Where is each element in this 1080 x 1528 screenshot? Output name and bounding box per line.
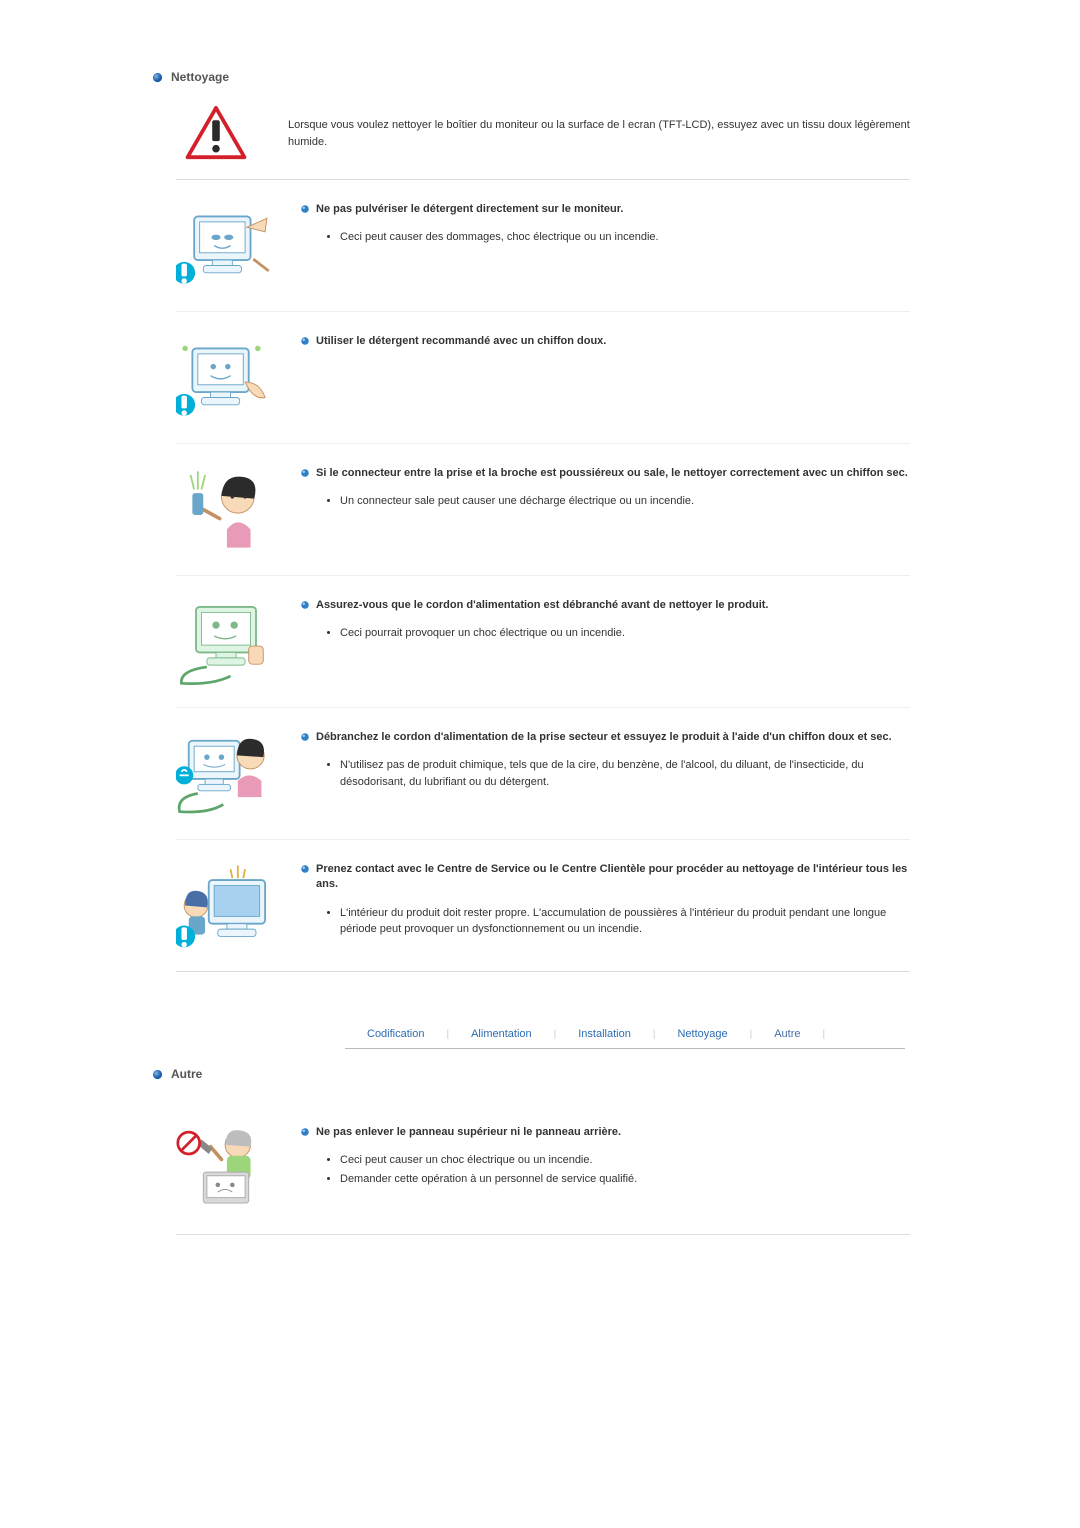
item-heading: Ne pas enlever le panneau supérieur ni l…: [300, 1125, 910, 1140]
section-nettoyage-header: Nettoyage: [152, 70, 910, 84]
illustration: [176, 1121, 276, 1216]
item-content: Assurez-vous que le cordon d'alimentatio…: [300, 594, 910, 644]
safety-item: Assurez-vous que le cordon d'alimentatio…: [176, 576, 910, 708]
bullet-icon: [300, 732, 310, 742]
item-heading-text: Si le connecteur entre la prise et la br…: [316, 466, 908, 481]
illustration: [176, 330, 276, 425]
section-title: Autre: [171, 1067, 202, 1081]
bullet-icon: [300, 468, 310, 478]
safety-item: Débranchez le cordon d'alimentation de l…: [176, 708, 910, 840]
bullet-icon: [300, 1127, 310, 1137]
tab-alimentation[interactable]: Alimentation: [449, 1028, 554, 1040]
tab-installation[interactable]: Installation: [556, 1028, 653, 1040]
item-heading-text: Assurez-vous que le cordon d'alimentatio…: [316, 598, 768, 613]
section2-items: Ne pas enlever le panneau supérieur ni l…: [170, 1103, 910, 1235]
section1-items: Ne pas pulvériser le détergent directeme…: [170, 180, 910, 972]
tab-autre[interactable]: Autre: [752, 1028, 822, 1040]
illustration: [176, 726, 276, 821]
item-content: Prenez contact avec le Centre de Service…: [300, 858, 910, 940]
item-heading-text: Ne pas enlever le panneau supérieur ni l…: [316, 1125, 621, 1140]
warning-icon-wrapper: [176, 106, 256, 161]
item-heading: Si le connecteur entre la prise et la br…: [300, 466, 910, 481]
item-content: Si le connecteur entre la prise et la br…: [300, 462, 910, 512]
item-heading: Utiliser le détergent recommandé avec un…: [300, 334, 910, 349]
bullet-icon: [300, 336, 310, 346]
item-heading-text: Débranchez le cordon d'alimentation de l…: [316, 730, 892, 745]
bullet-icon: [152, 1069, 163, 1080]
item-heading: Assurez-vous que le cordon d'alimentatio…: [300, 598, 910, 613]
item-content: Débranchez le cordon d'alimentation de l…: [300, 726, 910, 792]
item-bullets: N'utilisez pas de produit chimique, tels…: [340, 757, 910, 790]
item-bullets: Ceci pourrait provoquer un choc électriq…: [340, 625, 910, 642]
safety-item: Prenez contact avec le Centre de Service…: [176, 840, 910, 972]
bullet-text: L'intérieur du produit doit rester propr…: [340, 905, 910, 938]
bullet-icon: [152, 72, 163, 83]
item-bullets: Ceci peut causer des dommages, choc élec…: [340, 229, 910, 246]
bullet-icon: [300, 600, 310, 610]
item-heading: Ne pas pulvériser le détergent directeme…: [300, 202, 910, 217]
intro-block: Lorsque vous voulez nettoyer le boîtier …: [176, 106, 910, 180]
nav-tabs: Codification | Alimentation | Installati…: [345, 1028, 905, 1049]
item-content: Utiliser le détergent recommandé avec un…: [300, 330, 910, 361]
section-title: Nettoyage: [171, 70, 229, 84]
bullet-text: Un connecteur sale peut causer une décha…: [340, 493, 910, 510]
bullet-icon: [300, 864, 310, 874]
illustration: [176, 198, 276, 293]
safety-item: Ne pas pulvériser le détergent directeme…: [176, 180, 910, 312]
item-heading-text: Utiliser le détergent recommandé avec un…: [316, 334, 606, 349]
item-content: Ne pas enlever le panneau supérieur ni l…: [300, 1121, 910, 1189]
illustration: [176, 594, 276, 689]
safety-item: Si le connecteur entre la prise et la br…: [176, 444, 910, 576]
nav-tabs-inner: Codification | Alimentation | Installati…: [345, 1028, 905, 1048]
page-container: Nettoyage Lorsque vous voulez nettoyer l…: [170, 0, 910, 1295]
section-autre-header: Autre: [152, 1067, 910, 1081]
safety-item: Utiliser le détergent recommandé avec un…: [176, 312, 910, 444]
bullet-text: N'utilisez pas de produit chimique, tels…: [340, 757, 910, 790]
safety-item: Ne pas enlever le panneau supérieur ni l…: [176, 1103, 910, 1235]
item-heading: Débranchez le cordon d'alimentation de l…: [300, 730, 910, 745]
item-bullets: Ceci peut causer un choc électrique ou u…: [340, 1152, 910, 1187]
item-bullets: L'intérieur du produit doit rester propr…: [340, 905, 910, 938]
tab-separator: |: [823, 1029, 826, 1040]
illustration: [176, 858, 276, 953]
item-heading-text: Prenez contact avec le Centre de Service…: [316, 862, 910, 893]
item-bullets: Un connecteur sale peut causer une décha…: [340, 493, 910, 510]
bullet-text: Demander cette opération à un personnel …: [340, 1171, 910, 1188]
intro-text: Lorsque vous voulez nettoyer le boîtier …: [288, 117, 910, 150]
item-heading: Prenez contact avec le Centre de Service…: [300, 862, 910, 893]
illustration: [176, 462, 276, 557]
item-content: Ne pas pulvériser le détergent directeme…: [300, 198, 910, 248]
bullet-text: Ceci peut causer des dommages, choc élec…: [340, 229, 910, 246]
warning-triangle-icon: [185, 106, 247, 161]
item-heading-text: Ne pas pulvériser le détergent directeme…: [316, 202, 624, 217]
tab-nettoyage[interactable]: Nettoyage: [655, 1028, 749, 1040]
tab-codification[interactable]: Codification: [345, 1028, 446, 1040]
bullet-icon: [300, 204, 310, 214]
bullet-text: Ceci peut causer un choc électrique ou u…: [340, 1152, 910, 1169]
bullet-text: Ceci pourrait provoquer un choc électriq…: [340, 625, 910, 642]
